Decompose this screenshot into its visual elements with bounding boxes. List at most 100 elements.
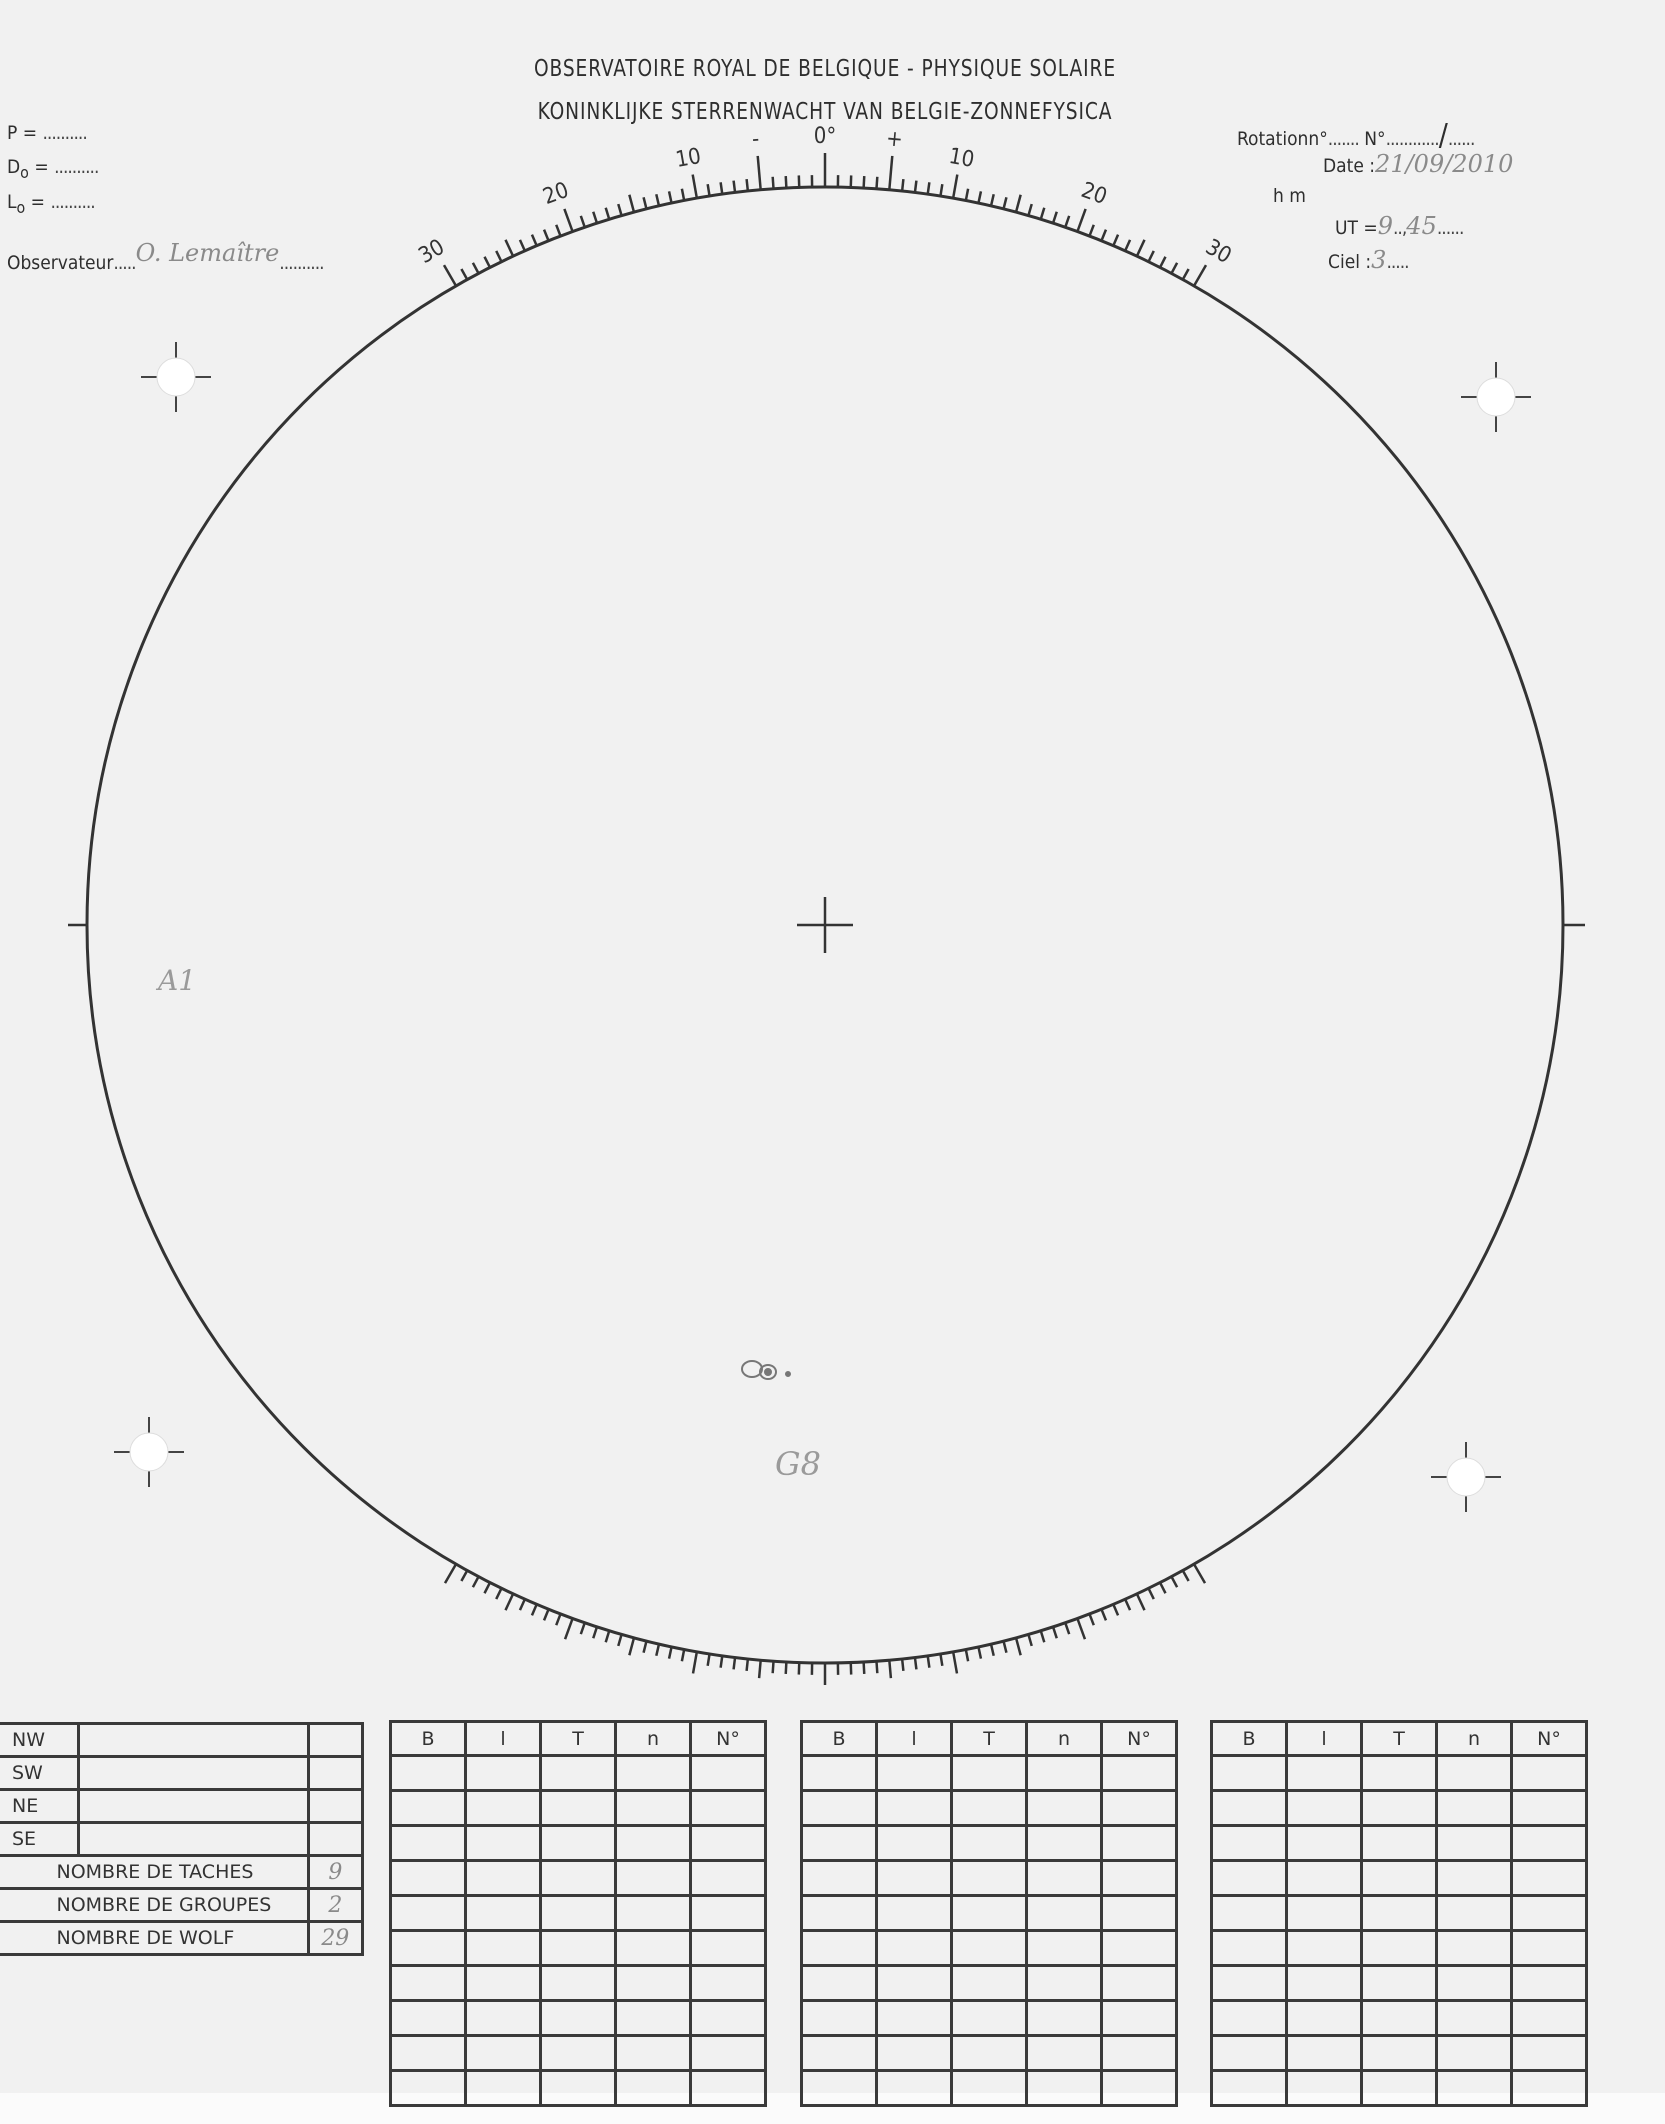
table-cell[interactable] [1435,1789,1513,1827]
table-cell[interactable] [1285,1999,1363,2037]
table-cell[interactable] [1025,1894,1103,1932]
table-cell[interactable] [1210,1754,1288,1792]
spot-count-value[interactable]: 9 [306,1854,365,1890]
table-cell[interactable] [800,1859,878,1897]
table-cell[interactable] [1210,2069,1288,2107]
sky-field[interactable]: Ciel :3..... [1328,246,1410,274]
table-cell[interactable] [875,2034,953,2072]
table-cell[interactable] [1025,2034,1103,2072]
table-cell[interactable] [1510,2034,1588,2072]
table-cell[interactable] [1100,1999,1178,2037]
table-cell[interactable] [389,1789,467,1827]
table-cell[interactable] [689,1929,767,1967]
table-cell[interactable] [1510,1964,1588,2002]
table-cell[interactable] [689,1859,767,1897]
table-cell[interactable] [1510,1999,1588,2037]
table-cell[interactable] [539,1929,617,1967]
table-cell[interactable] [614,1929,692,1967]
ne-count[interactable] [306,1788,365,1824]
table-cell[interactable] [1285,1859,1363,1897]
table-cell[interactable] [875,1929,953,1967]
d0-field[interactable]: Do = .......... [7,156,99,182]
table-cell[interactable] [1025,1964,1103,2002]
nw-count[interactable] [306,1722,365,1758]
table-cell[interactable] [614,1999,692,2037]
table-cell[interactable] [1025,1999,1103,2037]
table-cell[interactable] [389,1824,467,1862]
table-cell[interactable] [1360,1789,1438,1827]
table-cell[interactable] [1360,1929,1438,1967]
table-cell[interactable] [800,2069,878,2107]
table-cell[interactable] [539,1859,617,1897]
l0-field[interactable]: Lo = .......... [7,191,96,217]
table-cell[interactable] [689,1894,767,1932]
p-field[interactable]: P = .......... [7,122,88,144]
sw-value[interactable] [77,1755,310,1791]
table-cell[interactable] [614,1894,692,1932]
group-count-value[interactable]: 2 [306,1887,365,1923]
table-cell[interactable] [389,1894,467,1932]
table-cell[interactable] [1210,1964,1288,2002]
table-cell[interactable] [1360,1754,1438,1792]
table-cell[interactable] [464,1999,542,2037]
table-cell[interactable] [689,1789,767,1827]
table-cell[interactable] [950,1929,1028,1967]
table-cell[interactable] [1510,2069,1588,2107]
table-cell[interactable] [1100,2069,1178,2107]
table-cell[interactable] [539,1999,617,2037]
table-cell[interactable] [800,1754,878,1792]
table-cell[interactable] [389,1859,467,1897]
table-cell[interactable] [539,2069,617,2107]
table-cell[interactable] [689,1999,767,2037]
table-cell[interactable] [1435,1929,1513,1967]
table-cell[interactable] [800,2034,878,2072]
table-cell[interactable] [1100,2034,1178,2072]
table-cell[interactable] [689,1824,767,1862]
table-cell[interactable] [1210,1859,1288,1897]
table-cell[interactable] [1100,1964,1178,2002]
table-cell[interactable] [800,1789,878,1827]
date-field[interactable]: Date :21/09/2010 [1323,150,1513,178]
table-cell[interactable] [614,2069,692,2107]
table-cell[interactable] [464,1964,542,2002]
table-cell[interactable] [539,1964,617,2002]
table-cell[interactable] [1210,1999,1288,2037]
table-cell[interactable] [464,1929,542,1967]
table-cell[interactable] [950,2034,1028,2072]
table-cell[interactable] [464,1894,542,1932]
table-cell[interactable] [800,1929,878,1967]
table-cell[interactable] [1210,1824,1288,1862]
table-cell[interactable] [464,1789,542,1827]
nw-value[interactable] [77,1722,310,1758]
table-cell[interactable] [1510,1859,1588,1897]
observer-field[interactable]: Observateur.....O. Lemaître.......... [7,239,325,274]
table-cell[interactable] [800,1894,878,1932]
table-cell[interactable] [800,1824,878,1862]
table-cell[interactable] [614,1964,692,2002]
table-cell[interactable] [1360,2034,1438,2072]
table-cell[interactable] [1100,1824,1178,1862]
table-cell[interactable] [875,1859,953,1897]
table-cell[interactable] [464,1754,542,1792]
ut-field[interactable]: UT =9..,45...... [1335,212,1464,240]
table-cell[interactable] [1435,1999,1513,2037]
table-cell[interactable] [1025,2069,1103,2107]
table-cell[interactable] [389,2069,467,2107]
table-cell[interactable] [1285,2034,1363,2072]
table-cell[interactable] [1285,1894,1363,1932]
table-cell[interactable] [1100,1929,1178,1967]
table-cell[interactable] [1360,1964,1438,2002]
table-cell[interactable] [1025,1754,1103,1792]
table-cell[interactable] [875,1964,953,2002]
table-cell[interactable] [614,2034,692,2072]
table-cell[interactable] [950,1754,1028,1792]
table-cell[interactable] [389,1929,467,1967]
table-cell[interactable] [1360,1894,1438,1932]
table-cell[interactable] [950,1964,1028,2002]
table-cell[interactable] [1510,1824,1588,1862]
table-cell[interactable] [689,1754,767,1792]
table-cell[interactable] [614,1824,692,1862]
table-cell[interactable] [689,1964,767,2002]
table-cell[interactable] [539,1824,617,1862]
table-cell[interactable] [1025,1824,1103,1862]
